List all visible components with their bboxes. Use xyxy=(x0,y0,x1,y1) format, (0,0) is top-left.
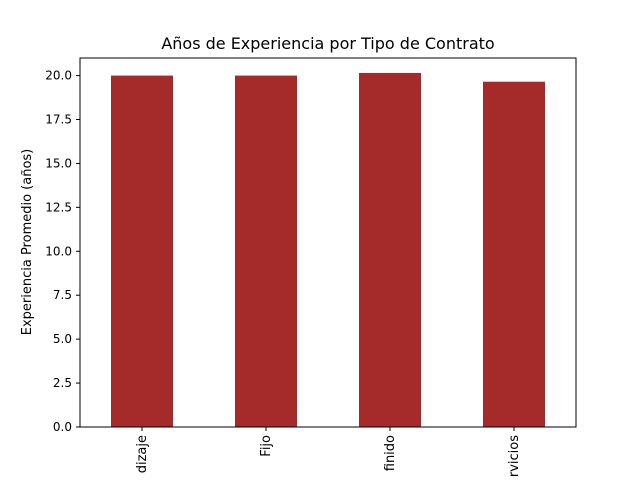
y-axis-label: Experiencia Promedio (años) xyxy=(20,149,35,336)
x-tick-label: dizaje xyxy=(135,435,150,473)
y-tick-label: 5.0 xyxy=(53,332,72,346)
y-tick-label: 0.0 xyxy=(53,420,72,434)
x-tick-label: rvicios xyxy=(507,435,522,477)
bar xyxy=(235,75,297,428)
y-tick-label: 2.5 xyxy=(53,376,72,390)
y-tick-label: 17.5 xyxy=(45,113,72,127)
y-tick-label: 12.5 xyxy=(45,200,72,214)
bar xyxy=(483,81,545,427)
plot-area: 0.0 2.5 5.0 7.5 10.0 12.5 15.0 17.5 20.0 dizaje Fi… xyxy=(45,57,577,477)
y-tick-label: 7.5 xyxy=(53,288,72,302)
bar xyxy=(359,72,421,427)
x-tick-label: Fijo xyxy=(259,435,274,457)
chart-title: Años de Experiencia por Tipo de Contrato xyxy=(161,34,494,53)
bar xyxy=(111,75,173,428)
y-tick-label: 20.0 xyxy=(45,69,72,83)
y-tick-label: 10.0 xyxy=(45,244,72,258)
y-tick-label: 15.0 xyxy=(45,156,72,170)
x-tick-label: finido xyxy=(383,435,398,471)
axes-frame xyxy=(79,57,577,428)
